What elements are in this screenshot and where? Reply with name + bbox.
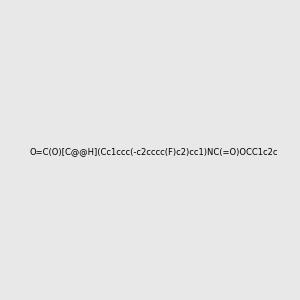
- Text: O=C(O)[C@@H](Cc1ccc(-c2cccc(F)c2)cc1)NC(=O)OCC1c2c: O=C(O)[C@@H](Cc1ccc(-c2cccc(F)c2)cc1)NC(…: [29, 147, 278, 156]
